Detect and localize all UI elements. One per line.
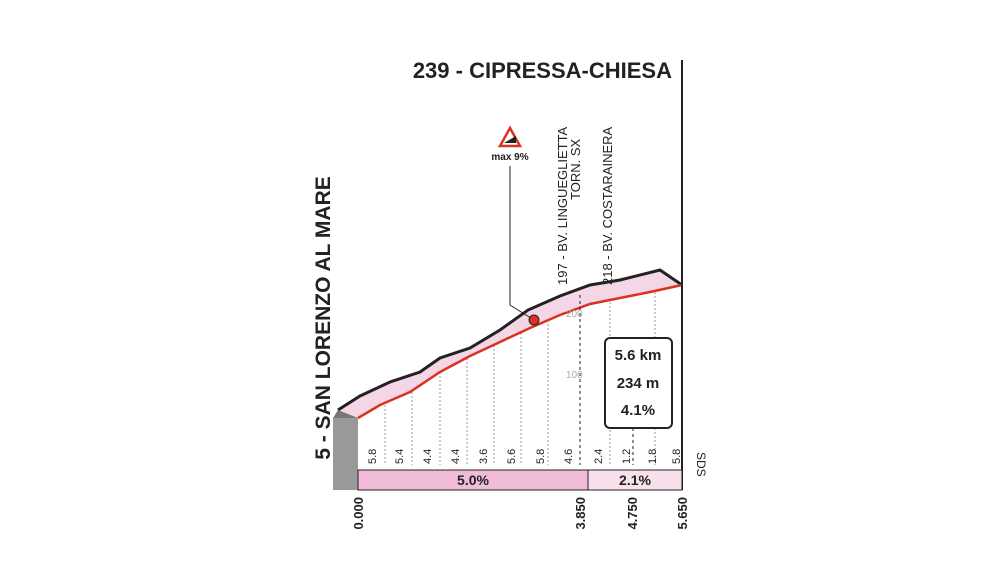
profile-top-line	[337, 268, 683, 412]
altitude-label: 100	[566, 370, 583, 381]
max-gradient-point	[528, 314, 540, 326]
km-gradient: 5.6	[506, 449, 518, 464]
km-gradient: 2.4	[593, 449, 605, 464]
km-gradient: 5.4	[394, 449, 406, 464]
finish-title: 239 - CIPRESSA-CHIESA	[413, 58, 672, 83]
km-gradient: 5.8	[671, 449, 683, 464]
distance-label: 5.650	[675, 497, 690, 530]
segment-bar	[587, 469, 683, 491]
distance-label: 0.000	[351, 497, 366, 530]
point-label: 218 - BV. COSTARAINERA	[600, 126, 615, 285]
profile-area	[338, 270, 682, 465]
point-note: TORN. SX	[568, 139, 583, 200]
gradient-icon-slope	[504, 136, 516, 143]
km-gradient: 4.4	[422, 449, 434, 464]
distance-label: 4.750	[625, 497, 640, 530]
km-gradient: 5.8	[367, 449, 379, 464]
max-gradient: max 9%	[491, 152, 528, 163]
km-gradient: 1.8	[647, 449, 659, 464]
summary-box	[604, 337, 673, 429]
gradient-icon	[497, 125, 523, 148]
pointer-line	[509, 166, 535, 321]
km-grid	[384, 292, 656, 465]
segment-label: 2.1%	[619, 472, 651, 488]
km-gradient: 4.6	[563, 449, 575, 464]
altitude-label: 200	[566, 309, 583, 320]
distance-label: 3.850	[573, 497, 588, 530]
summary-length: 5.6 km	[615, 347, 662, 364]
profile-front-top	[333, 410, 358, 418]
km-gradient: 1.2	[621, 449, 633, 464]
point-label: 197 - BV. LINGUEGLIETTA	[555, 126, 570, 285]
km-gradient: 5.8	[535, 449, 547, 464]
km-gradient: 4.4	[450, 449, 462, 464]
profile-road-line	[357, 283, 683, 420]
profile-front	[333, 418, 358, 490]
road-code: SDS	[694, 452, 708, 477]
profile-band	[338, 270, 682, 418]
start-title: 5 - SAN LORENZO AL MARE	[312, 176, 335, 460]
summary-gain: 234 m	[617, 375, 660, 392]
km-gradient: 3.6	[478, 449, 490, 464]
summary-average: 4.1%	[621, 402, 655, 419]
segment-label: 5.0%	[457, 472, 489, 488]
